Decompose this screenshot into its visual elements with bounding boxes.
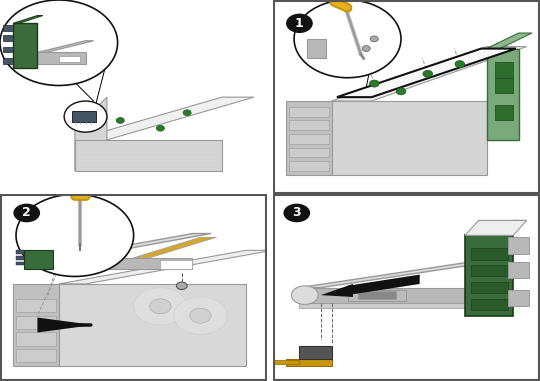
Polygon shape: [59, 234, 211, 258]
Polygon shape: [59, 250, 273, 284]
Polygon shape: [289, 134, 329, 144]
Polygon shape: [508, 290, 529, 306]
Polygon shape: [59, 221, 107, 234]
Circle shape: [177, 282, 187, 290]
Polygon shape: [75, 97, 254, 140]
Polygon shape: [37, 317, 93, 333]
Circle shape: [190, 308, 211, 323]
Circle shape: [174, 297, 227, 335]
Polygon shape: [465, 221, 526, 235]
Circle shape: [16, 194, 133, 277]
Polygon shape: [134, 237, 217, 258]
Polygon shape: [348, 290, 407, 301]
Polygon shape: [3, 35, 14, 41]
Polygon shape: [24, 250, 53, 269]
Polygon shape: [3, 25, 14, 31]
Polygon shape: [16, 250, 24, 254]
Polygon shape: [48, 235, 59, 241]
Text: 1: 1: [295, 17, 304, 30]
Polygon shape: [75, 140, 222, 171]
Circle shape: [370, 36, 379, 42]
Polygon shape: [508, 261, 529, 278]
Polygon shape: [465, 221, 526, 235]
Polygon shape: [48, 243, 59, 248]
Polygon shape: [508, 237, 529, 254]
Polygon shape: [348, 275, 420, 295]
Polygon shape: [37, 53, 85, 64]
Polygon shape: [487, 33, 532, 48]
Circle shape: [116, 118, 124, 123]
Polygon shape: [321, 284, 353, 297]
Circle shape: [0, 0, 118, 85]
Polygon shape: [286, 101, 332, 175]
Circle shape: [423, 70, 433, 77]
Polygon shape: [289, 148, 329, 157]
Polygon shape: [495, 78, 513, 93]
Polygon shape: [465, 235, 513, 315]
Polygon shape: [470, 265, 508, 277]
Text: 2: 2: [22, 207, 31, 219]
Polygon shape: [332, 101, 487, 175]
Text: 3: 3: [293, 207, 301, 219]
Polygon shape: [289, 107, 329, 117]
Circle shape: [362, 46, 370, 51]
Polygon shape: [332, 46, 526, 101]
Circle shape: [292, 286, 318, 304]
Polygon shape: [14, 284, 59, 366]
Circle shape: [294, 0, 401, 78]
Circle shape: [134, 288, 187, 325]
Polygon shape: [16, 349, 56, 362]
Polygon shape: [14, 23, 37, 68]
Circle shape: [14, 203, 40, 223]
Polygon shape: [72, 111, 96, 122]
Polygon shape: [48, 250, 59, 256]
Polygon shape: [286, 359, 332, 366]
Polygon shape: [14, 16, 43, 23]
Polygon shape: [59, 284, 246, 366]
Polygon shape: [37, 41, 93, 53]
Polygon shape: [470, 282, 508, 293]
Circle shape: [150, 299, 171, 314]
Polygon shape: [16, 333, 56, 346]
Circle shape: [455, 61, 464, 67]
Polygon shape: [289, 161, 329, 171]
Circle shape: [157, 125, 164, 131]
Polygon shape: [495, 105, 513, 120]
Polygon shape: [59, 56, 80, 62]
Polygon shape: [299, 346, 332, 359]
Polygon shape: [59, 258, 192, 269]
Polygon shape: [470, 299, 508, 310]
Polygon shape: [59, 234, 96, 258]
Polygon shape: [495, 62, 513, 78]
Circle shape: [284, 203, 310, 223]
Circle shape: [396, 88, 406, 95]
Polygon shape: [3, 58, 14, 64]
Polygon shape: [470, 248, 508, 260]
Circle shape: [286, 14, 313, 33]
Polygon shape: [299, 303, 473, 308]
Polygon shape: [16, 315, 56, 329]
Circle shape: [369, 80, 379, 87]
Polygon shape: [289, 120, 329, 130]
Circle shape: [64, 101, 107, 132]
Polygon shape: [3, 46, 14, 53]
Polygon shape: [16, 299, 56, 312]
Polygon shape: [299, 261, 495, 288]
Polygon shape: [16, 261, 24, 265]
Polygon shape: [337, 48, 516, 97]
Polygon shape: [487, 48, 518, 140]
Polygon shape: [358, 291, 396, 299]
Polygon shape: [160, 260, 192, 269]
Polygon shape: [273, 360, 299, 364]
Polygon shape: [75, 97, 107, 171]
Polygon shape: [16, 256, 24, 260]
Circle shape: [183, 110, 191, 115]
Polygon shape: [307, 39, 326, 58]
Polygon shape: [299, 288, 473, 303]
